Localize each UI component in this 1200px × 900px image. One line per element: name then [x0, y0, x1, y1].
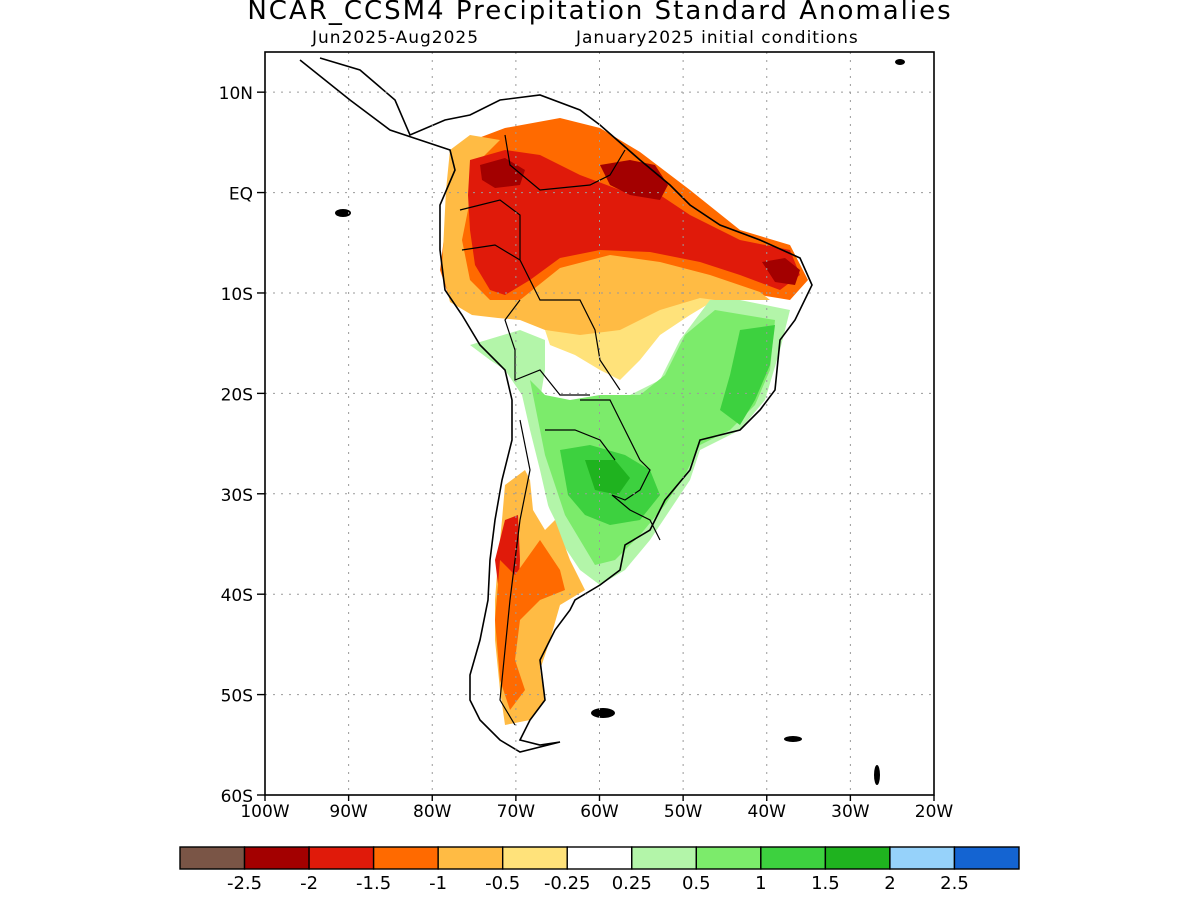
colorbar-label: -1.5: [356, 873, 391, 894]
colorbar-swatch: [889, 846, 956, 870]
anomaly-field: [440, 118, 808, 725]
colorbar-swatch: [824, 846, 891, 870]
longitude-axis: 100W 90W 80W 70W 60W 50W 40W 30W 20W: [240, 795, 953, 822]
lat-tick-label: 10N: [219, 84, 253, 104]
colorbar-swatch: [631, 846, 698, 870]
lat-tick-label: 40S: [221, 586, 253, 606]
colorbar-label: 1.5: [811, 873, 840, 894]
colorbar-swatch: [953, 846, 1020, 870]
lon-tick-label: 80W: [413, 802, 452, 822]
lat-tick-label: 20S: [221, 385, 253, 405]
lat-tick-label: 30S: [221, 486, 253, 506]
anomaly-dark-red-northeast: [762, 258, 800, 285]
colorbar-swatch: [179, 846, 246, 870]
colorbar-label: 0.25: [612, 873, 652, 894]
lon-tick-label: 40W: [748, 802, 787, 822]
colorbar-label: -0.25: [544, 873, 591, 894]
country-borders: [459, 134, 661, 726]
lon-tick-label: 100W: [240, 802, 289, 822]
lat-tick-label: EQ: [229, 185, 253, 205]
anomaly-dark-green-paraguay: [585, 460, 630, 495]
lon-tick-label: 60W: [580, 802, 619, 822]
colorbar-label: 1: [755, 873, 766, 894]
islands: [335, 59, 905, 785]
colorbar-swatch: [372, 846, 439, 870]
colorbar-label: -2.5: [227, 873, 262, 894]
latitude-axis: 10N EQ 10S 20S 30S 40S 50S 60S: [219, 84, 265, 807]
colorbar-label: 2.5: [940, 873, 969, 894]
colorbar-label: 2: [884, 873, 895, 894]
anomaly-white-argentina: [530, 480, 555, 530]
lon-tick-label: 30W: [831, 802, 870, 822]
colorbar-label: -0.5: [485, 873, 520, 894]
colorbar-labels: -2.5 -2 -1.5 -1 -0.5 -0.25 0.25 0.5 1 1.5 2 2.5: [227, 873, 969, 894]
coastline: [299, 57, 813, 753]
colorbar-swatch: [243, 846, 310, 870]
initial-conditions-label: January2025 initial conditions: [576, 28, 859, 48]
colorbar-swatch: [566, 846, 633, 870]
forecast-period: Jun2025-Aug2025: [312, 28, 480, 48]
anomaly-red-amazon: [468, 150, 800, 295]
colorbar-label: -1: [429, 873, 447, 894]
lon-tick-label: 50W: [664, 802, 703, 822]
anomaly-dark-red-colombia: [480, 158, 525, 188]
lon-tick-label: 20W: [915, 802, 954, 822]
lon-tick-label: 70W: [497, 802, 536, 822]
lat-tick-label: 10S: [221, 285, 253, 305]
anomaly-mid-green-east: [720, 325, 775, 425]
lat-tick-label: 50S: [221, 687, 253, 707]
colorbar-swatch: [695, 846, 762, 870]
colorbar-swatch: [501, 846, 568, 870]
lon-tick-label: 90W: [329, 802, 368, 822]
chart-title: NCAR_CCSM4 Precipitation Standard Anomal…: [247, 0, 953, 26]
anomaly-yellow-central: [545, 298, 715, 380]
colorbar-swatch: [760, 846, 827, 870]
colorbar-swatch: [308, 846, 375, 870]
lat-tick-label: 60S: [221, 787, 253, 807]
colorbar: [179, 846, 1020, 870]
colorbar-label: 0.5: [682, 873, 711, 894]
colorbar-label: -2: [300, 873, 318, 894]
colorbar-swatch: [437, 846, 504, 870]
anomaly-light-orange-ring: [442, 135, 770, 345]
